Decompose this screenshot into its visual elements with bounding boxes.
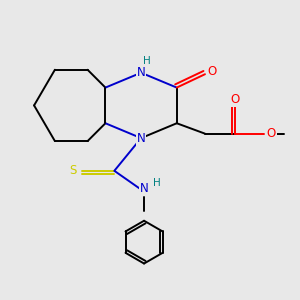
Text: N: N — [140, 182, 148, 195]
Text: H: H — [153, 178, 160, 188]
Text: O: O — [266, 127, 276, 140]
Text: H: H — [142, 56, 150, 66]
Text: N: N — [137, 132, 146, 145]
Text: S: S — [69, 164, 76, 177]
Text: O: O — [230, 93, 239, 106]
Text: N: N — [137, 66, 146, 79]
Text: O: O — [207, 65, 216, 78]
